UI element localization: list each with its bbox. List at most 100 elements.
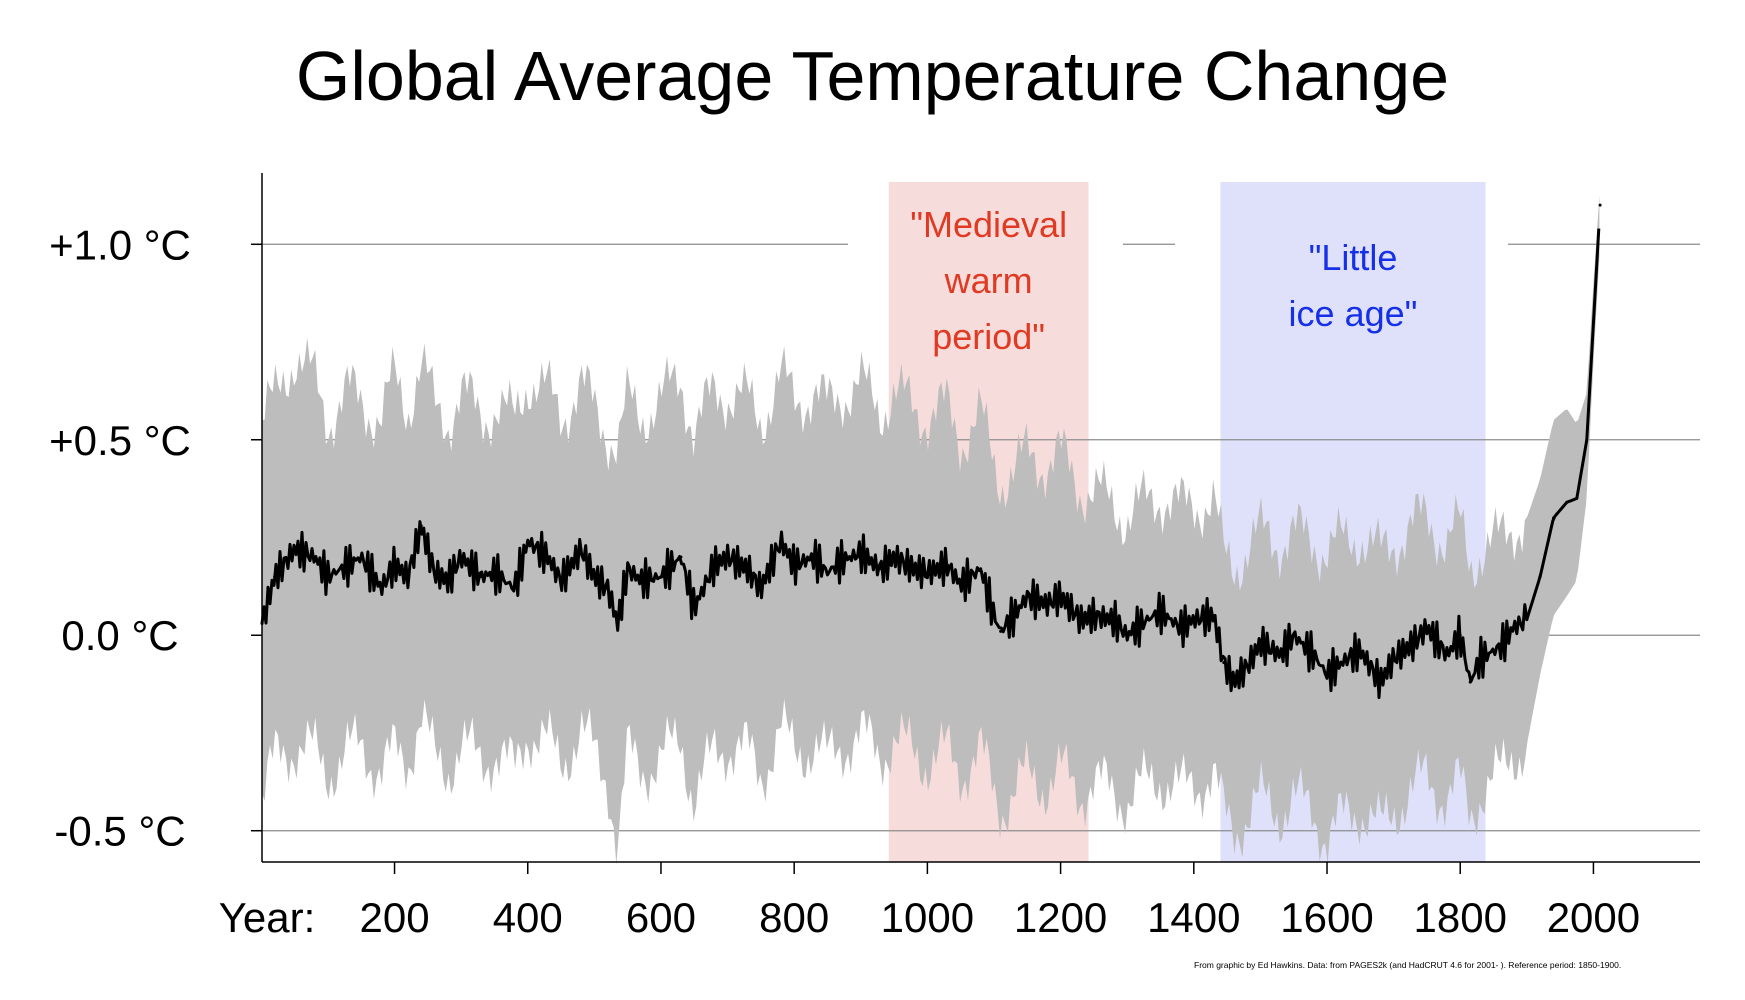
data-point	[1591, 320, 1595, 324]
data-point	[1468, 680, 1472, 684]
data-point	[1222, 661, 1226, 665]
data-point	[579, 547, 583, 551]
band-label-medieval-warm-period: warm	[944, 260, 1033, 301]
temperature-line-layer	[260, 203, 1602, 699]
data-point	[512, 586, 516, 590]
band-label-little-ice-age: ice age"	[1289, 293, 1418, 334]
data-point	[1538, 575, 1542, 579]
data-point	[1525, 618, 1529, 622]
data-point	[639, 579, 643, 583]
data-point	[712, 563, 716, 567]
data-point	[1245, 665, 1249, 669]
data-point	[692, 606, 696, 610]
x-axis-label: Year:	[219, 894, 316, 941]
data-point	[759, 586, 763, 590]
data-point	[606, 586, 610, 590]
data-point	[1575, 496, 1579, 500]
data-point	[659, 575, 663, 579]
data-point	[959, 582, 963, 586]
x-tick-label: 1200	[1014, 894, 1107, 941]
x-tick-label: 2000	[1547, 894, 1640, 941]
data-point	[1478, 657, 1482, 661]
data-point	[419, 524, 423, 528]
source-note: From graphic by Ed Hawkins. Data: from P…	[1194, 960, 1622, 970]
band-label-little-ice-age: "Little	[1309, 237, 1398, 278]
data-point	[812, 555, 816, 559]
axes	[251, 173, 1700, 874]
data-point	[1192, 618, 1196, 622]
data-point	[546, 555, 550, 559]
data-point	[433, 571, 437, 575]
data-point	[1551, 516, 1555, 520]
data-point	[1145, 618, 1149, 622]
data-point	[293, 547, 297, 551]
x-tick-label: 1600	[1280, 894, 1373, 941]
data-point	[679, 555, 683, 559]
data-point	[479, 575, 483, 579]
data-point	[1125, 633, 1129, 637]
data-point	[1325, 672, 1329, 676]
data-point	[1412, 641, 1416, 645]
data-point	[459, 555, 463, 559]
band-label-medieval-warm-period: period"	[932, 316, 1045, 357]
data-point	[1378, 680, 1382, 684]
data-point	[1425, 625, 1429, 629]
data-point	[559, 579, 563, 583]
data-point	[326, 575, 330, 579]
data-point	[406, 575, 410, 579]
data-point	[999, 629, 1003, 633]
data-point	[746, 567, 750, 571]
data-point	[779, 539, 783, 543]
data-point	[359, 555, 363, 559]
data-point	[1358, 649, 1362, 653]
data-point	[992, 614, 996, 618]
data-point	[1278, 653, 1282, 657]
data-point	[925, 571, 929, 575]
data-point	[313, 555, 317, 559]
data-point	[1059, 594, 1063, 598]
data-point	[592, 575, 596, 579]
data-point	[273, 575, 277, 579]
data-point	[1045, 602, 1049, 606]
x-tick-label: 800	[759, 894, 829, 941]
data-point	[825, 571, 829, 575]
data-point	[1092, 614, 1096, 618]
data-point	[1598, 203, 1602, 207]
uncertainty-band	[262, 195, 1600, 866]
data-point	[1445, 653, 1449, 657]
data-point	[1112, 618, 1116, 622]
x-tick-label: 200	[360, 894, 430, 941]
y-tick-label: +0.5 °C	[49, 417, 191, 464]
data-point	[1512, 625, 1516, 629]
y-tick-label: -0.5 °C	[54, 808, 185, 855]
data-point	[726, 555, 730, 559]
data-point	[626, 567, 630, 571]
data-point	[839, 559, 843, 563]
data-point	[1565, 500, 1569, 504]
band-label-medieval-warm-period: "Medieval	[910, 204, 1067, 245]
data-point	[1292, 633, 1296, 637]
data-point	[616, 622, 620, 626]
band-labels: "Medieval warm period" "Little ice age"	[910, 204, 1417, 357]
y-tick-label: 0.0 °C	[61, 612, 178, 659]
data-point	[792, 563, 796, 567]
data-point	[1212, 614, 1216, 618]
data-point	[1159, 610, 1163, 614]
data-point	[1079, 618, 1083, 622]
data-point	[1345, 657, 1349, 661]
data-point	[526, 539, 530, 543]
data-point	[379, 586, 383, 590]
data-point	[1312, 653, 1316, 657]
chart-title: Global Average Temperature Change	[295, 37, 1450, 115]
data-point	[879, 567, 883, 571]
x-tick-label: 400	[493, 894, 563, 941]
data-point	[979, 567, 983, 571]
data-point	[1258, 641, 1262, 645]
tick-labels: +1.0 °C +0.5 °C 0.0 °C -0.5 °C 200 400 600 800 1…	[49, 221, 1640, 941]
data-point	[1025, 594, 1029, 598]
temperature-line	[260, 228, 1601, 699]
data-point	[346, 563, 350, 567]
data-point	[1232, 680, 1236, 684]
data-point	[393, 563, 397, 567]
